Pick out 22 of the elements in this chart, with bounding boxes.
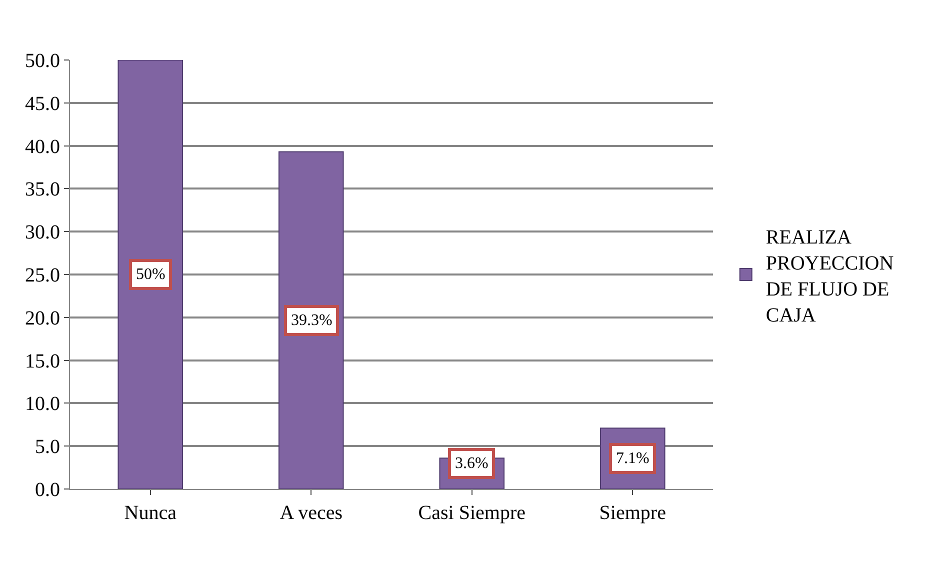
y-tick-label: 40.0: [25, 136, 60, 158]
y-tick-label: 5.0: [35, 436, 60, 458]
data-label: 7.1%: [616, 450, 650, 467]
x-tick-label: Nunca: [124, 502, 177, 524]
x-tick-label: Casi Siempre: [418, 502, 526, 524]
bar: [278, 151, 344, 489]
data-label: 3.6%: [455, 455, 488, 472]
y-tick-label: 30.0: [25, 222, 60, 244]
data-label: 39.3%: [291, 312, 332, 329]
bar: [118, 60, 184, 489]
y-tick-label: 10.0: [25, 393, 60, 416]
x-tick-label: A veces: [280, 502, 343, 524]
y-tick-label: 50.0: [25, 50, 60, 72]
legend-label: REALIZA PROYECCION DE FLUJO DE CAJA: [766, 226, 894, 326]
y-tick-label: 0.0: [35, 479, 60, 501]
y-tick-label: 35.0: [25, 178, 60, 201]
data-label: 50%: [136, 266, 166, 283]
y-tick-label: 25.0: [25, 264, 60, 286]
y-tick-label: 45.0: [25, 92, 60, 115]
y-tick-label: 15.0: [25, 350, 60, 372]
y-tick-label: 20.0: [25, 307, 60, 330]
x-tick-label: Siempre: [599, 502, 666, 524]
